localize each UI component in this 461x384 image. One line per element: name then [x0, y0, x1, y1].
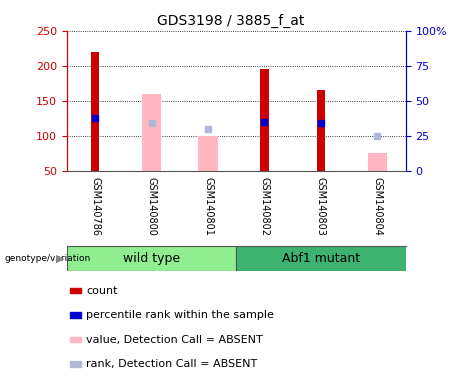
Text: GSM140803: GSM140803 — [316, 177, 326, 236]
Text: Abf1 mutant: Abf1 mutant — [282, 252, 360, 265]
Text: wild type: wild type — [123, 252, 180, 265]
Text: genotype/variation: genotype/variation — [5, 254, 91, 263]
Bar — [70, 288, 82, 293]
Bar — [70, 313, 82, 318]
Text: GSM140800: GSM140800 — [147, 177, 157, 236]
Text: percentile rank within the sample: percentile rank within the sample — [87, 310, 274, 320]
Text: GDS3198 / 3885_f_at: GDS3198 / 3885_f_at — [157, 13, 304, 28]
Bar — [91, 52, 99, 171]
Text: GSM140786: GSM140786 — [90, 177, 100, 236]
FancyBboxPatch shape — [236, 246, 406, 271]
Bar — [198, 136, 218, 171]
Bar — [142, 94, 161, 171]
Bar — [317, 90, 325, 171]
Bar — [260, 69, 269, 171]
Text: GSM140802: GSM140802 — [260, 177, 270, 236]
Text: count: count — [87, 286, 118, 296]
Bar — [70, 361, 82, 367]
Text: GSM140801: GSM140801 — [203, 177, 213, 236]
Bar — [70, 337, 82, 342]
Text: value, Detection Call = ABSENT: value, Detection Call = ABSENT — [87, 334, 263, 344]
Text: ▶: ▶ — [56, 253, 64, 263]
Text: rank, Detection Call = ABSENT: rank, Detection Call = ABSENT — [87, 359, 258, 369]
Bar — [367, 153, 387, 171]
Text: GSM140804: GSM140804 — [372, 177, 383, 236]
FancyBboxPatch shape — [67, 246, 236, 271]
